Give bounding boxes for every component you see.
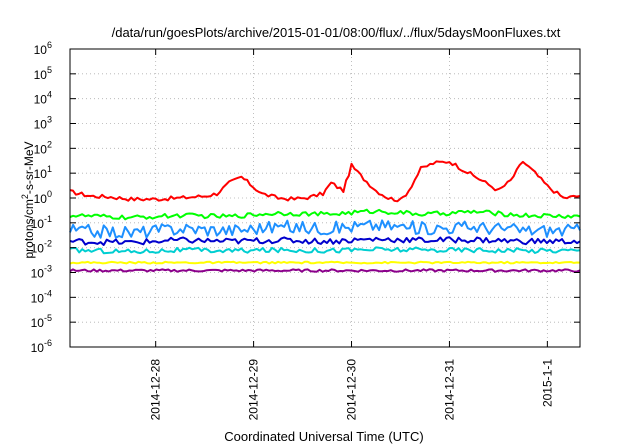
y-tick-exponent: 6 [47,40,52,50]
series-line [69,208,581,221]
y-axis-label: protons/cm2-s-sr-MeV [20,141,36,258]
y-tick-label: 10-6 [31,338,52,355]
y-tick-label: 101 [34,164,52,181]
y-tick-base: 10 [31,341,45,355]
y-tick-label: 106 [34,40,52,57]
x-tick-label: 2014-12-30 [345,359,359,421]
x-tick-label: 2015-1-1 [540,359,554,407]
series-line [69,246,581,255]
y-tick-exponent: -4 [44,288,52,298]
y-tick-base: 10 [34,68,48,82]
y-tick-label: 100 [34,189,52,206]
y-tick-exponent: -6 [44,338,52,348]
y-axis-label-prefix: protons/cm [22,199,36,258]
y-tick-exponent: 3 [47,115,52,125]
y-tick-base: 10 [34,167,48,181]
plot-frame [69,48,581,348]
x-tick-label: 2014-12-31 [442,359,456,421]
y-tick-base: 10 [31,242,45,256]
y-tick-base: 10 [34,43,48,57]
y-tick-label: 105 [34,65,52,82]
x-tick-label: 2014-12-29 [247,359,261,421]
series-layer [69,160,581,273]
y-tick-base: 10 [31,217,45,231]
y-tick-exponent: 1 [47,164,52,174]
y-tick-base: 10 [34,93,48,107]
y-tick-label: 104 [34,90,52,107]
x-tick-label: 2014-12-28 [149,359,163,421]
y-tick-base: 10 [34,142,48,156]
y-tick-exponent: 5 [47,65,52,75]
x-axis-label: Coordinated Universal Time (UTC) [224,429,423,444]
series-line [69,268,581,273]
y-tick-exponent: 2 [47,139,52,149]
y-tick-label: 10-4 [31,288,52,305]
y-tick-label: 103 [34,115,52,132]
y-tick-exponent: 4 [47,90,52,100]
y-axis-label-sup: 2 [20,194,30,199]
grid [70,49,580,347]
series-line [69,236,581,246]
series-line [69,219,581,239]
y-tick-base: 10 [31,316,45,330]
y-tick-label: 10-2 [31,239,52,256]
y-tick-base: 10 [31,267,45,281]
y-tick-exponent: -2 [44,239,52,249]
y-tick-label: 10-5 [31,313,52,330]
y-tick-exponent: -3 [44,264,52,274]
chart-title: /data/run/goesPlots/archive/2015-01-01/0… [112,25,561,40]
x-tick-labels: 2014-12-28 2014-12-29 2014-12-30 2014-12-31… [149,359,555,421]
y-tick-base: 10 [31,291,45,305]
y-axis-label-suffix: -s-sr-MeV [22,141,36,194]
series-line [69,160,581,203]
y-tick-base: 10 [34,192,48,206]
y-tick-exponent: -1 [44,214,52,224]
y-tick-label: 10-3 [31,264,52,281]
axes [69,48,581,348]
series-line [69,260,581,265]
y-tick-exponent: -5 [44,313,52,323]
y-tick-base: 10 [34,118,48,132]
y-tick-exponent: 0 [47,189,52,199]
y-tick-label: 10-1 [31,214,52,231]
y-tick-labels: 10-610-510-410-310-210-11001011021031041… [31,40,52,355]
y-tick-label: 102 [34,139,52,156]
